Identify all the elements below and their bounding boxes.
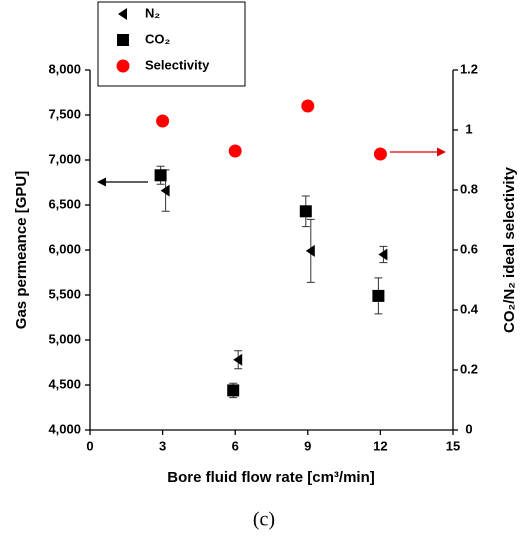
legend-marker: [116, 59, 130, 73]
legend-marker: [117, 34, 129, 46]
legend-marker: [118, 8, 127, 20]
marker-triangle: [305, 244, 315, 257]
y2-tick-label: 1: [465, 121, 472, 136]
x-tick-label: 0: [86, 438, 93, 453]
y-tick-label: 4,000: [48, 421, 81, 436]
y-tick-label: 7,000: [48, 151, 81, 166]
y2-axis-label: CO₂/N₂ ideal selectivity: [501, 166, 518, 333]
y-tick-label: 5,500: [48, 286, 81, 301]
y-tick-label: 6,500: [48, 196, 81, 211]
marker-circle: [301, 99, 315, 113]
marker-square: [372, 289, 385, 302]
y-axis-label: Gas permeance [GPU]: [13, 171, 30, 329]
marker-triangle: [160, 184, 170, 197]
caption: (c): [253, 509, 275, 531]
y2-tick-label: 0: [465, 421, 472, 436]
y2-tick-label: 0.4: [460, 301, 479, 316]
marker-circle: [156, 114, 170, 128]
x-tick-label: 15: [446, 438, 460, 453]
marker-square: [154, 169, 167, 182]
legend-label: Selectivity: [145, 57, 210, 72]
marker-square: [299, 205, 312, 218]
x-tick-label: 12: [373, 438, 387, 453]
y2-tick-label: 0.6: [460, 241, 478, 256]
legend-label: N₂: [145, 5, 160, 20]
x-tick-label: 9: [304, 438, 311, 453]
y2-tick-label: 1.2: [460, 61, 478, 76]
marker-square: [227, 384, 240, 397]
x-tick-label: 3: [159, 438, 166, 453]
y-tick-label: 5,000: [48, 331, 81, 346]
marker-circle: [228, 144, 242, 158]
y-tick-label: 7,500: [48, 106, 81, 121]
y-tick-label: 8,000: [48, 61, 81, 76]
marker-triangle: [233, 353, 243, 366]
x-tick-label: 6: [232, 438, 239, 453]
legend-label: CO₂: [145, 31, 171, 46]
marker-triangle: [378, 248, 388, 261]
y-tick-label: 6,000: [48, 241, 81, 256]
y2-tick-label: 0.8: [460, 181, 478, 196]
y-tick-label: 4,500: [48, 376, 81, 391]
y2-tick-label: 0.2: [460, 361, 478, 376]
x-axis-label: Bore fluid flow rate [cm³/min]: [167, 469, 375, 486]
marker-circle: [373, 147, 387, 161]
